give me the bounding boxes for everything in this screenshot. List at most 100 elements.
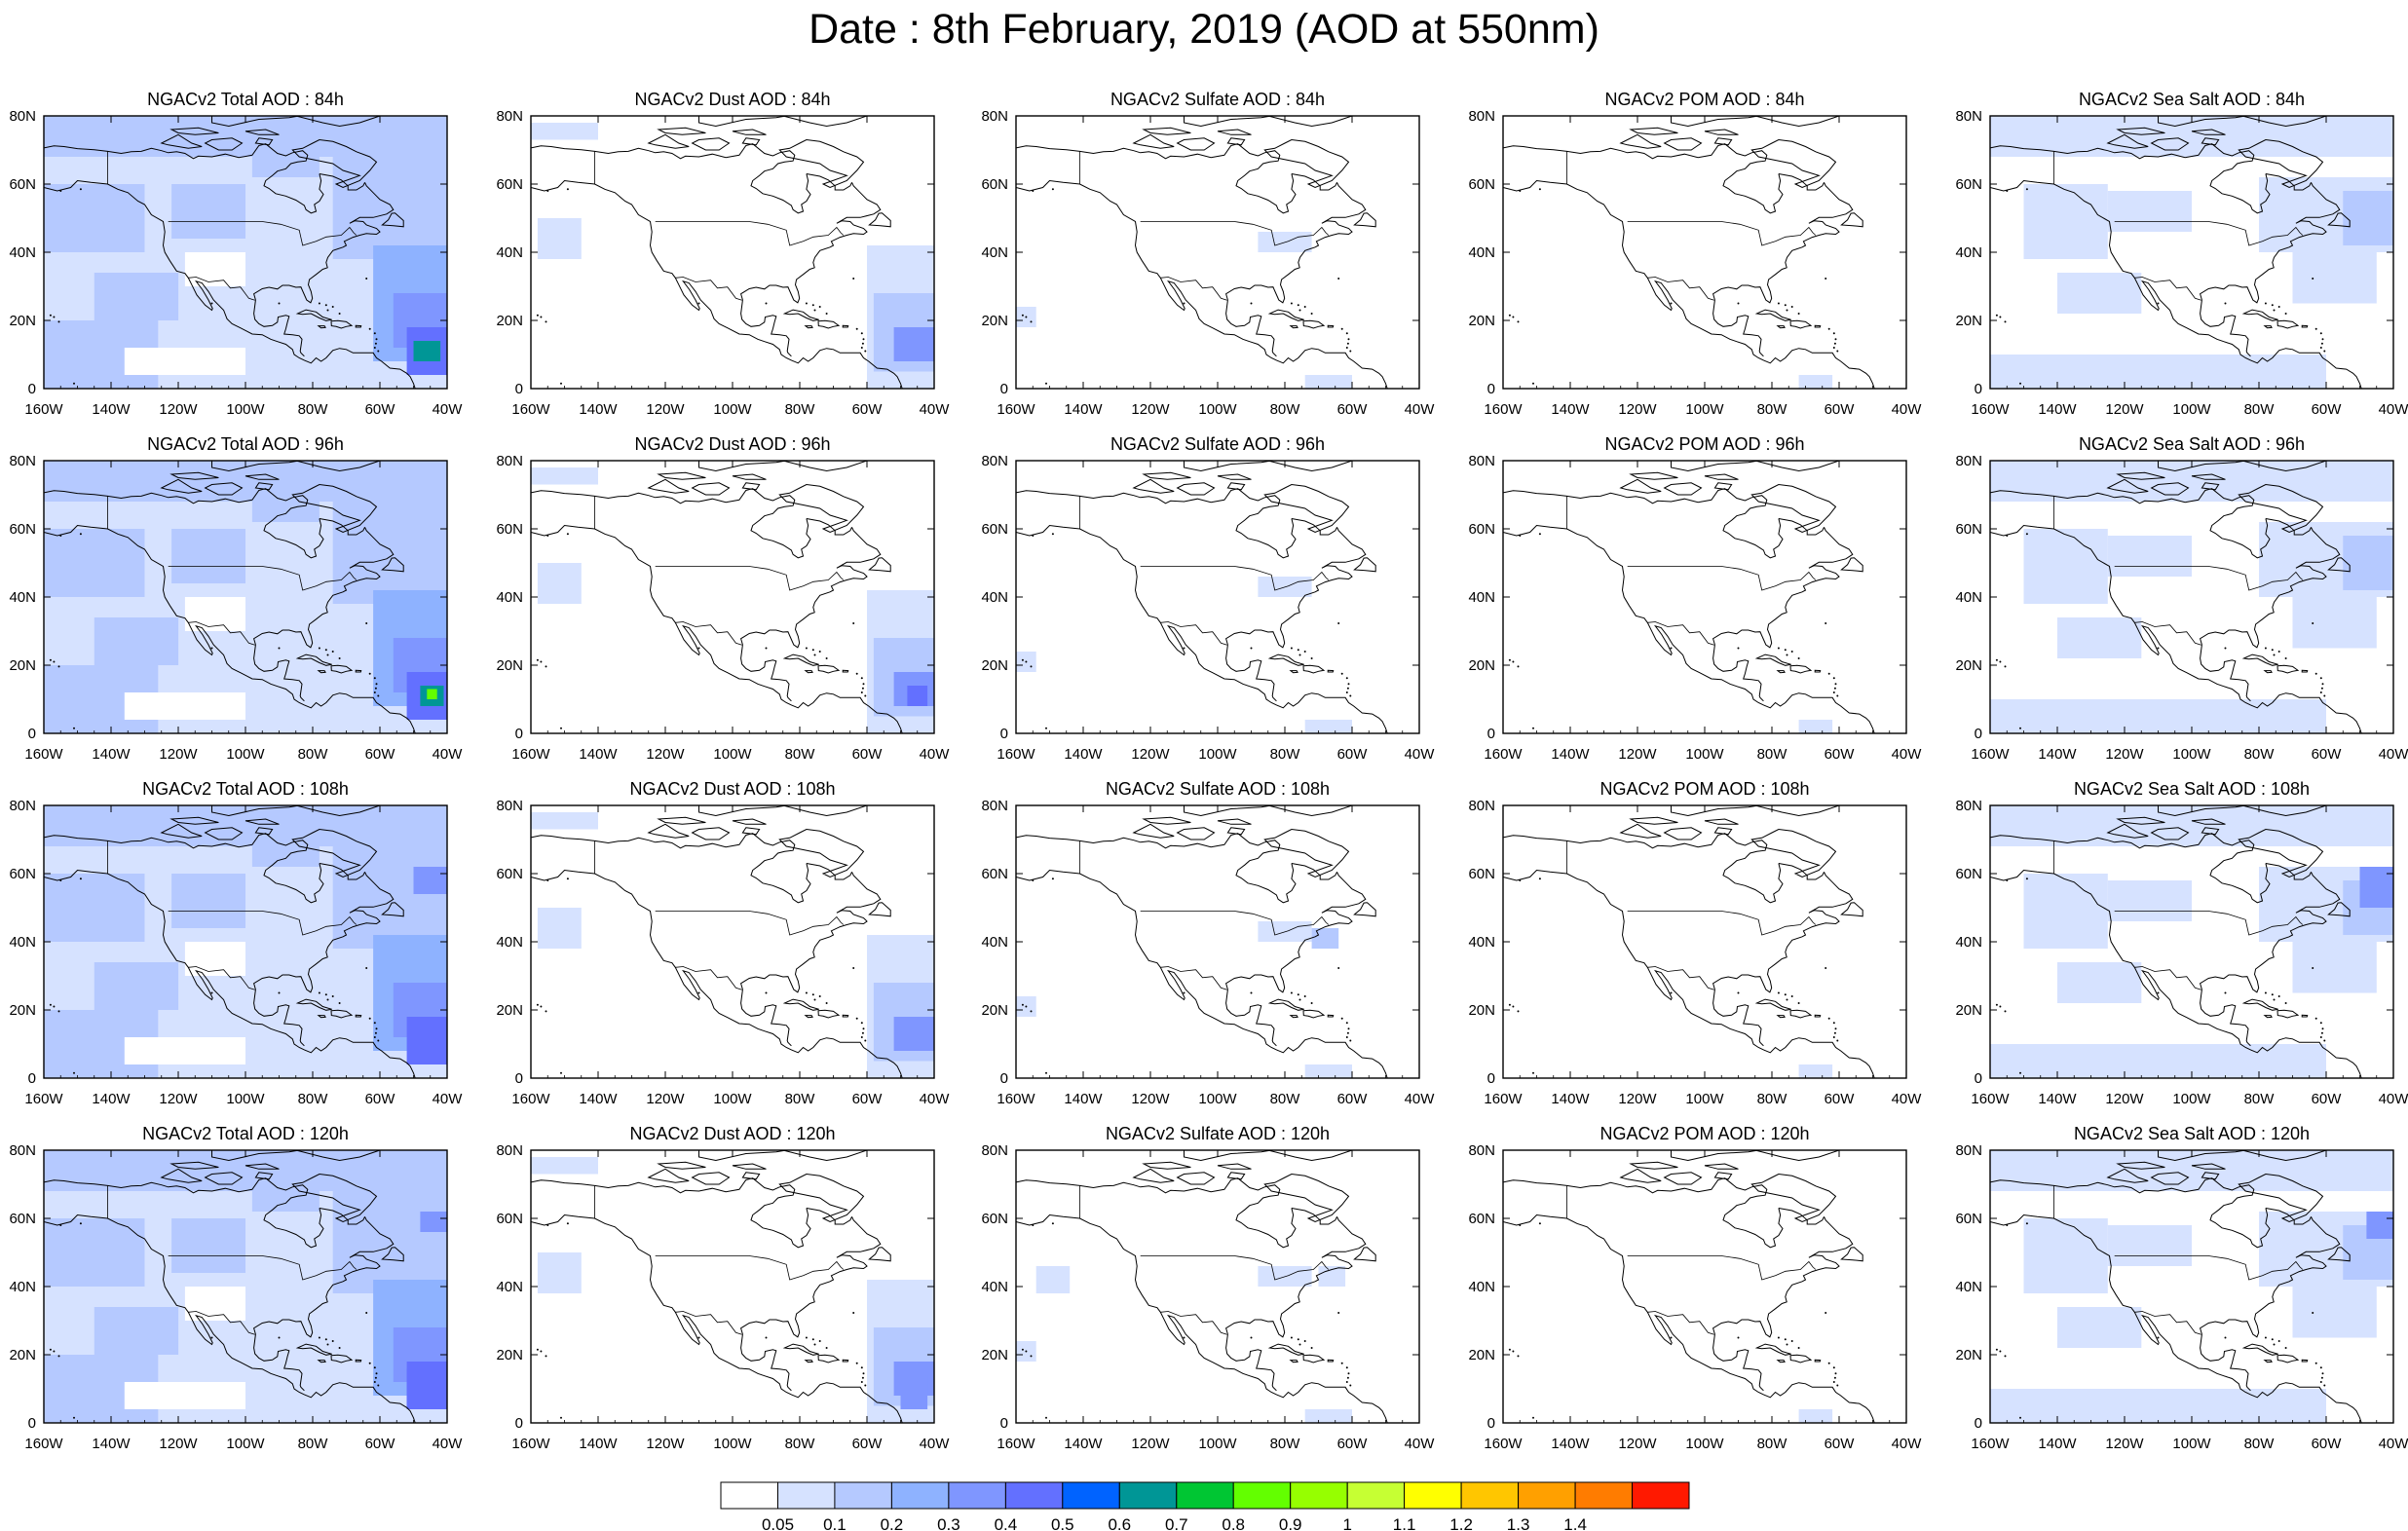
island-outline	[169, 1161, 219, 1170]
y-tick-label: 40N	[1468, 1279, 1495, 1295]
coastlines	[531, 805, 903, 1078]
small-island	[1337, 1312, 1340, 1314]
small-island	[813, 1343, 816, 1346]
x-tick-label: 160W	[24, 1436, 63, 1452]
small-island	[805, 1336, 808, 1339]
map-panel-sea-salt-96h: 160W 140W 120W 100W 80W 60W 40W 80N 60N 40N 20N 0 NG…	[1955, 434, 2408, 763]
x-tick-label: 100W	[1685, 1091, 1724, 1107]
small-island	[1517, 1355, 1520, 1358]
small-island	[1310, 657, 1313, 659]
aod-shading-cell	[1311, 928, 1339, 949]
y-tick-label: 80N	[496, 1142, 523, 1159]
small-island	[1290, 991, 1293, 994]
y-tick-label: 60N	[496, 866, 523, 882]
aod-shading-cell	[406, 1368, 447, 1409]
small-island	[1995, 1348, 1998, 1351]
coastlines	[1503, 461, 1875, 733]
island-outline	[1789, 664, 1813, 674]
coastline	[1016, 1177, 1297, 1249]
island-outline	[1327, 324, 1335, 328]
map-panel-pom-84h: 160W 140W 120W 100W 80W 60W 40W 80N 60N 40N 20N 0 NG…	[1468, 90, 1922, 418]
country-border	[1140, 911, 1330, 936]
country-border	[168, 1255, 357, 1281]
small-island	[1045, 727, 1047, 729]
island-outline	[1353, 557, 1376, 573]
island-outline	[2276, 1354, 2300, 1363]
y-tick-label: 80N	[1468, 453, 1495, 469]
island-outline	[295, 1150, 381, 1162]
island-outline	[1226, 1172, 1246, 1180]
small-island	[1345, 691, 1348, 693]
small-island	[855, 327, 858, 330]
island-outline	[741, 1172, 761, 1180]
island-outline	[169, 127, 219, 135]
small-island	[1340, 327, 1343, 330]
small-island	[1825, 278, 1827, 280]
small-island	[324, 649, 327, 652]
x-tick-label: 80W	[785, 401, 816, 418]
coastline	[1778, 518, 1825, 536]
aod-shading-cell	[2023, 529, 2108, 604]
y-tick-label: 60N	[496, 521, 523, 538]
country-border	[188, 1311, 255, 1335]
x-tick-label: 100W	[2172, 1091, 2211, 1107]
island-outline	[1671, 461, 1759, 472]
coastline	[1016, 488, 1297, 559]
small-island	[2277, 995, 2280, 997]
small-island	[338, 313, 341, 315]
small-island	[324, 304, 327, 307]
island-outline	[169, 471, 219, 480]
x-tick-label: 160W	[1484, 401, 1523, 418]
x-tick-label: 100W	[713, 1436, 752, 1452]
y-tick-label: 60N	[1955, 176, 1982, 193]
x-tick-label: 160W	[511, 1091, 550, 1107]
x-tick-label: 160W	[24, 746, 63, 763]
island-outline	[698, 805, 787, 817]
small-island	[324, 993, 327, 996]
x-tick-label: 80W	[1757, 1436, 1788, 1452]
coastline	[1291, 1208, 1337, 1225]
island-outline	[2241, 1343, 2278, 1356]
coastlines	[1016, 805, 1388, 1078]
small-island	[1833, 687, 1836, 690]
y-tick-label: 80N	[1468, 108, 1495, 125]
island-outline	[317, 1015, 326, 1019]
island-outline	[1263, 828, 1350, 878]
x-tick-label: 160W	[1484, 1436, 1523, 1452]
small-island	[1519, 879, 1522, 881]
small-island	[1346, 687, 1349, 690]
small-island	[1297, 304, 1299, 307]
aod-shading-cell	[531, 467, 598, 485]
island-outline	[1754, 461, 1840, 472]
island-outline	[2327, 212, 2351, 228]
island-outline	[1663, 137, 1703, 151]
coastline	[1503, 488, 1784, 559]
coastline	[531, 869, 903, 1078]
island-outline	[1327, 1359, 1335, 1363]
island-outline	[1327, 1014, 1335, 1018]
island-outline	[1663, 482, 1703, 496]
island-outline	[1814, 324, 1822, 328]
colorbar-swatch	[948, 1481, 1006, 1510]
x-tick-label: 80W	[785, 1091, 816, 1107]
small-island	[1346, 342, 1349, 345]
small-island	[2264, 647, 2267, 650]
panel-title: NGACv2 POM AOD : 96h	[1604, 434, 1804, 454]
country-border	[188, 966, 255, 990]
x-tick-label: 120W	[159, 1091, 198, 1107]
small-island	[1340, 1017, 1343, 1020]
country-border	[2114, 911, 2304, 936]
island-outline	[657, 127, 706, 135]
y-tick-label: 80N	[496, 798, 523, 814]
coastline	[2200, 299, 2251, 357]
island-outline	[691, 1172, 731, 1185]
y-tick-label: 80N	[9, 798, 36, 814]
island-outline	[741, 482, 761, 491]
island-outline	[1289, 1015, 1298, 1019]
island-outline	[1267, 116, 1353, 128]
aod-shading-cell	[44, 1218, 145, 1287]
x-tick-label: 40W	[1405, 1436, 1436, 1452]
y-tick-label: 0	[1975, 726, 1982, 742]
x-tick-label: 80W	[1757, 401, 1788, 418]
x-tick-label: 140W	[1064, 1091, 1103, 1107]
